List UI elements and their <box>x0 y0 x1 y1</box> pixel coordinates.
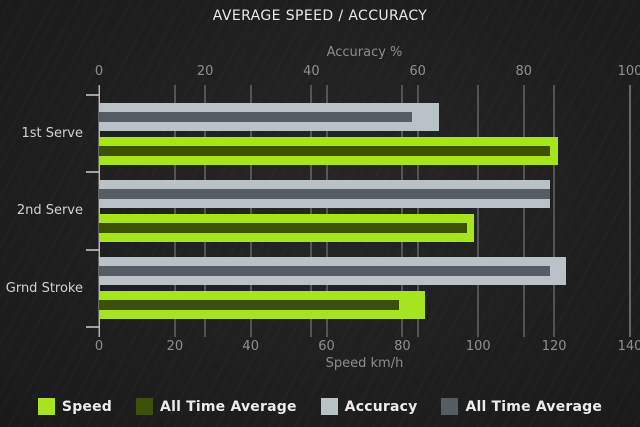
legend-swatch-accuracy <box>320 398 338 415</box>
top-axis-tick-label: 100 <box>617 64 640 79</box>
top-axis-tick-label: 40 <box>303 64 320 79</box>
category-axis-labels: 1st Serve 2nd Serve Grnd Stroke <box>0 95 86 327</box>
legend-item-speed: Speed <box>37 398 113 415</box>
accuracy-bar-row <box>99 102 630 131</box>
legend-item-all-time-average: All Time Average <box>441 398 602 415</box>
top-axis-tick-label: 60 <box>409 64 426 79</box>
legend-label: All Time Average <box>160 398 297 415</box>
category-divider-tick <box>86 248 99 251</box>
plot-area <box>86 85 631 337</box>
category-label: 1st Serve <box>21 126 83 142</box>
top-axis-gridline <box>523 85 525 337</box>
all-time-average-bar <box>99 111 413 122</box>
category-band <box>99 172 630 249</box>
accuracy-bar-row <box>99 179 630 208</box>
legend-item-all-time-average: All Time Average <box>136 398 297 415</box>
bottom-axis-gridline <box>477 85 479 337</box>
category-divider-tick <box>86 94 99 96</box>
bottom-axis-tick-label: 20 <box>166 339 184 354</box>
legend-label: Speed <box>61 398 113 415</box>
top-axis-gridline <box>204 85 206 337</box>
all-time-average-bar <box>99 145 551 156</box>
top-axis-tick-labels: 0 20 40 60 80 100 <box>95 64 640 80</box>
speed-bar-row <box>99 291 630 320</box>
category-band <box>99 95 630 172</box>
all-time-average-bar <box>99 222 467 233</box>
bottom-axis-tick-labels: 0 20 40 60 80 100 120 140 <box>95 339 640 355</box>
legend-swatch-all-time-average <box>441 398 459 415</box>
bottom-axis-gridline <box>174 85 176 337</box>
top-axis-title: Accuracy % <box>326 45 403 60</box>
speed-bar-row <box>99 213 630 242</box>
legend: Speed All Time Average Accuracy All Time Av… <box>0 398 640 415</box>
category-axis-line <box>99 85 100 337</box>
bottom-axis-title: Speed km/h <box>325 356 404 371</box>
speed-bar-row <box>99 136 630 165</box>
bottom-axis-tick-label: 40 <box>242 339 259 354</box>
bottom-axis-tick-label: 140 <box>617 339 640 354</box>
category-divider-tick <box>86 326 99 328</box>
bottom-axis-tick-label: 120 <box>541 339 567 354</box>
category-label: Grnd Stroke <box>5 280 83 296</box>
category-divider-tick <box>86 171 99 174</box>
all-time-average-bar <box>99 300 399 311</box>
top-axis-tick-label: 20 <box>196 64 214 79</box>
category-band <box>99 250 630 327</box>
bottom-axis-tick-label: 100 <box>465 339 491 354</box>
accuracy-bar-row <box>99 257 630 286</box>
top-axis-tick-label: 80 <box>515 64 533 79</box>
bottom-axis-tick-label: 60 <box>318 339 335 354</box>
bottom-axis-tick-label: 0 <box>94 339 104 354</box>
bottom-axis-gridline <box>401 85 403 337</box>
legend-swatch-speed <box>37 398 55 415</box>
chart-title: AVERAGE SPEED / ACCURACY <box>212 8 428 24</box>
all-time-average-bar <box>99 188 551 199</box>
all-time-average-bar <box>99 266 551 277</box>
category-label: 2nd Serve <box>16 203 83 219</box>
legend-item-accuracy: Accuracy <box>320 398 418 415</box>
legend-swatch-all-time-average <box>136 398 154 415</box>
bottom-axis-gridline <box>553 85 555 337</box>
legend-label: All Time Average <box>465 398 603 415</box>
top-axis-gridline <box>310 85 312 337</box>
bottom-axis-gridline <box>326 85 328 337</box>
top-axis-tick-label: 0 <box>94 64 104 79</box>
bottom-axis-gridline <box>629 85 631 337</box>
bottom-axis-gridline <box>250 85 252 337</box>
bottom-axis-tick-label: 80 <box>394 339 411 354</box>
top-axis-gridline <box>417 85 419 337</box>
legend-label: Accuracy <box>344 398 418 415</box>
